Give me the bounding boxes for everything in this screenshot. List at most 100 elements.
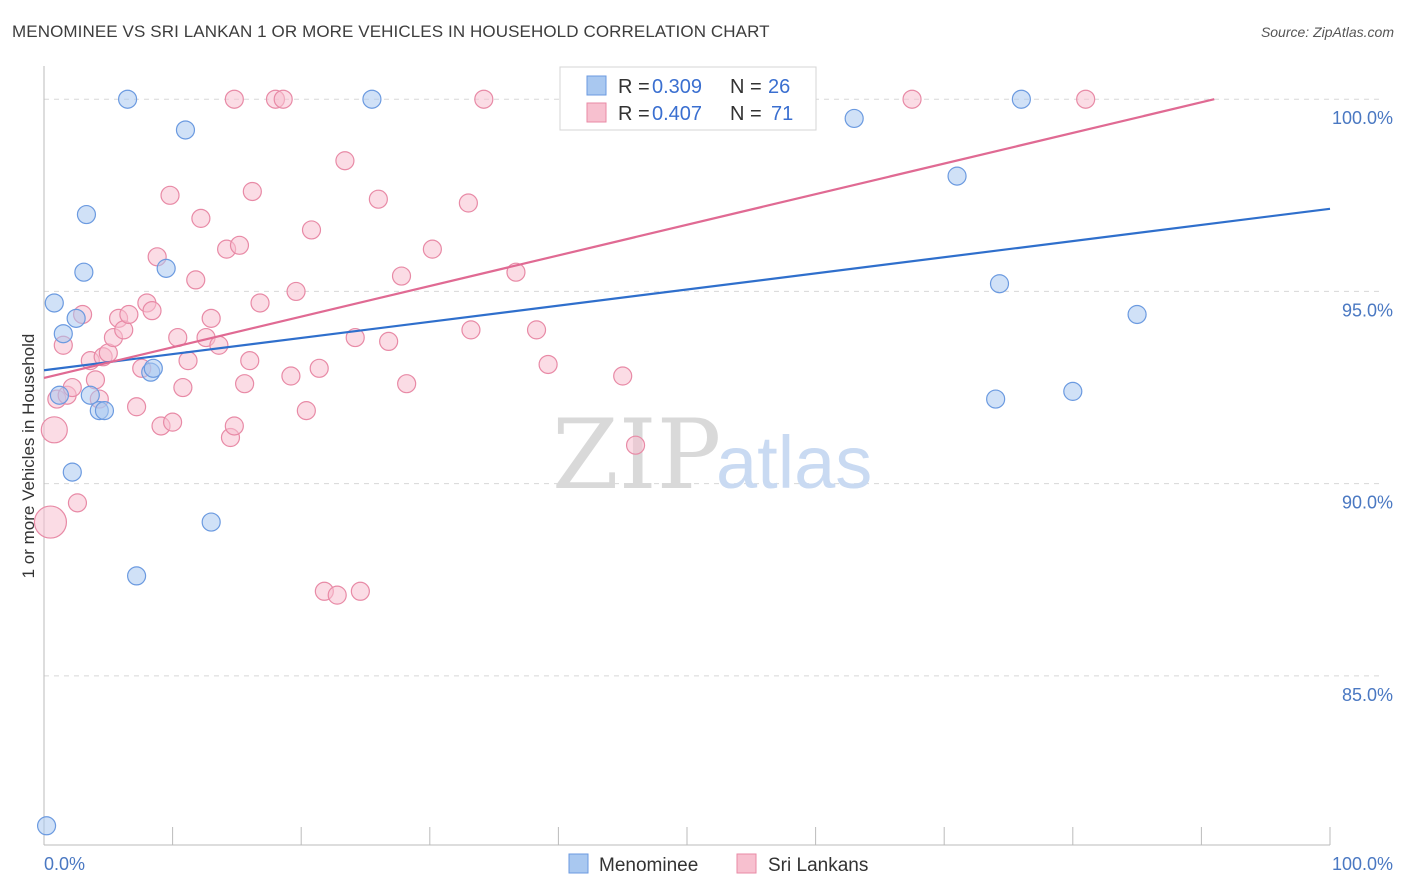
srilankan-point-39 bbox=[242, 181, 262, 202]
menominee-point-7 bbox=[74, 262, 94, 282]
menominee-point-8 bbox=[80, 385, 100, 405]
srilankan-point-16 bbox=[119, 304, 139, 325]
srilankan-point-52 bbox=[350, 581, 370, 601]
menominee-trend-line bbox=[43, 207, 1331, 372]
axes bbox=[43, 66, 1331, 846]
series-sri-lankans-points bbox=[33, 89, 1096, 605]
srilankan-point-49 bbox=[327, 585, 347, 605]
menominee-point-11 bbox=[117, 89, 138, 109]
source-label: Source: ZipAtlas.com bbox=[1260, 24, 1394, 40]
menominee-point-10 bbox=[94, 401, 115, 421]
y-tick-label-3: 85.0% bbox=[1342, 685, 1393, 705]
srilankan-point-42 bbox=[273, 89, 293, 109]
menominee-point-3 bbox=[53, 324, 73, 344]
srilankan-point-20 bbox=[142, 301, 162, 321]
srilankan-point-60 bbox=[474, 89, 494, 109]
legend-r-label-2: R = bbox=[618, 103, 650, 125]
legend-n-value-2: 71 bbox=[771, 103, 793, 125]
srilankan-point-24 bbox=[163, 412, 183, 432]
legend-n-value-1: 26 bbox=[768, 76, 790, 98]
srilankan-point-38 bbox=[240, 351, 260, 371]
srilankan-point-29 bbox=[191, 208, 211, 228]
srilankan-point-26 bbox=[173, 377, 193, 398]
srilankan-point-44 bbox=[286, 281, 306, 302]
menominee-point-21 bbox=[986, 389, 1006, 409]
srilankan-point-65 bbox=[625, 435, 646, 455]
menominee-point-25 bbox=[1127, 304, 1147, 325]
srilankan-point-45 bbox=[296, 401, 316, 421]
legend-r-label-1: R = bbox=[618, 76, 650, 98]
srilankan-point-55 bbox=[391, 266, 412, 286]
menominee-point-16 bbox=[175, 120, 196, 140]
watermark-atlas: atlas bbox=[716, 421, 872, 504]
x-tick-labels: 0.0% 100.0% bbox=[44, 854, 1393, 874]
menominee-point-2 bbox=[49, 385, 70, 405]
srilankan-point-46 bbox=[301, 220, 322, 240]
srilankan-point-59 bbox=[461, 320, 481, 340]
y-tick-label-2: 90.0% bbox=[1342, 493, 1393, 513]
chart-title: MENOMINEE VS SRI LANKAN 1 OR MORE VEHICL… bbox=[12, 22, 770, 41]
bottom-legend-label-menominee: Menominee bbox=[599, 855, 698, 876]
srilankan-point-70 bbox=[224, 89, 244, 109]
menominee-point-6 bbox=[76, 204, 97, 225]
srilankan-point-0 bbox=[33, 505, 68, 539]
srilankan-point-57 bbox=[422, 239, 442, 259]
srilankan-point-32 bbox=[209, 335, 229, 355]
srilankan-point-64 bbox=[613, 366, 633, 386]
srilankan-point-54 bbox=[379, 331, 399, 352]
legend-box: R = 0.309 N = 26 R = 0.407 N = 71 bbox=[559, 66, 817, 131]
trend-lines bbox=[43, 98, 1331, 379]
srilankan-point-51 bbox=[345, 327, 365, 348]
bottom-legend-swatch-menominee bbox=[568, 853, 589, 874]
srilankan-point-31 bbox=[201, 308, 221, 328]
srilankan-point-63 bbox=[538, 354, 558, 375]
x-tick-label-1: 100.0% bbox=[1332, 854, 1393, 874]
srilankan-point-43 bbox=[281, 366, 301, 386]
y-tick-labels: 100.0% 95.0% 90.0% 85.0% bbox=[1332, 108, 1393, 705]
menominee-point-1 bbox=[44, 293, 64, 313]
srilankan-point-62 bbox=[526, 320, 547, 340]
srilankan-point-47 bbox=[309, 358, 329, 378]
srilankan-point-37 bbox=[235, 374, 255, 394]
menominee-point-18 bbox=[362, 89, 382, 109]
menominee-point-17 bbox=[201, 512, 221, 532]
srilankan-point-68 bbox=[1076, 89, 1096, 109]
srilankan-point-56 bbox=[397, 374, 417, 394]
legend-n-label-1: N = bbox=[730, 76, 762, 98]
legend-r-value-2: 0.407 bbox=[652, 103, 702, 125]
legend-swatch-srilankan bbox=[586, 102, 607, 123]
menominee-point-22 bbox=[989, 274, 1010, 294]
srilankan-point-6 bbox=[67, 493, 88, 513]
srilankan-point-1 bbox=[40, 416, 68, 444]
menominee-point-15 bbox=[156, 258, 176, 278]
srilankan-point-23 bbox=[160, 185, 180, 205]
legend-swatch-menominee bbox=[586, 75, 607, 96]
srilankan-point-17 bbox=[126, 397, 147, 417]
watermark-zip: ZIP bbox=[552, 399, 721, 511]
menominee-point-24 bbox=[1063, 381, 1083, 401]
y-tick-label-0: 100.0% bbox=[1332, 108, 1393, 128]
y-axis-label: 1 or more Vehicles in Household bbox=[19, 334, 38, 579]
menominee-point-12 bbox=[126, 566, 147, 586]
menominee-point-4 bbox=[62, 462, 82, 482]
menominee-point-0 bbox=[36, 816, 57, 836]
srilankan-point-36 bbox=[229, 235, 250, 255]
srilankan-point-35 bbox=[224, 416, 244, 436]
menominee-point-5 bbox=[66, 308, 86, 328]
series-menominee-points bbox=[36, 89, 1147, 836]
srilankan-point-28 bbox=[186, 270, 206, 290]
y-tick-label-1: 95.0% bbox=[1342, 300, 1393, 320]
srilankan-point-50 bbox=[335, 151, 355, 171]
srilankan-trend-line bbox=[43, 98, 1215, 379]
bottom-legend-swatch-srilankan bbox=[736, 853, 757, 874]
menominee-point-23 bbox=[1011, 89, 1031, 109]
legend-r-value-1: 0.309 bbox=[652, 76, 702, 98]
srilankan-point-67 bbox=[902, 89, 922, 109]
menominee-point-14 bbox=[143, 358, 163, 378]
bottom-legend: Menominee Sri Lankans bbox=[568, 853, 868, 876]
srilankan-point-40 bbox=[250, 293, 270, 313]
srilankan-point-53 bbox=[368, 189, 388, 209]
srilankan-point-27 bbox=[178, 351, 198, 371]
menominee-point-19 bbox=[844, 108, 864, 129]
